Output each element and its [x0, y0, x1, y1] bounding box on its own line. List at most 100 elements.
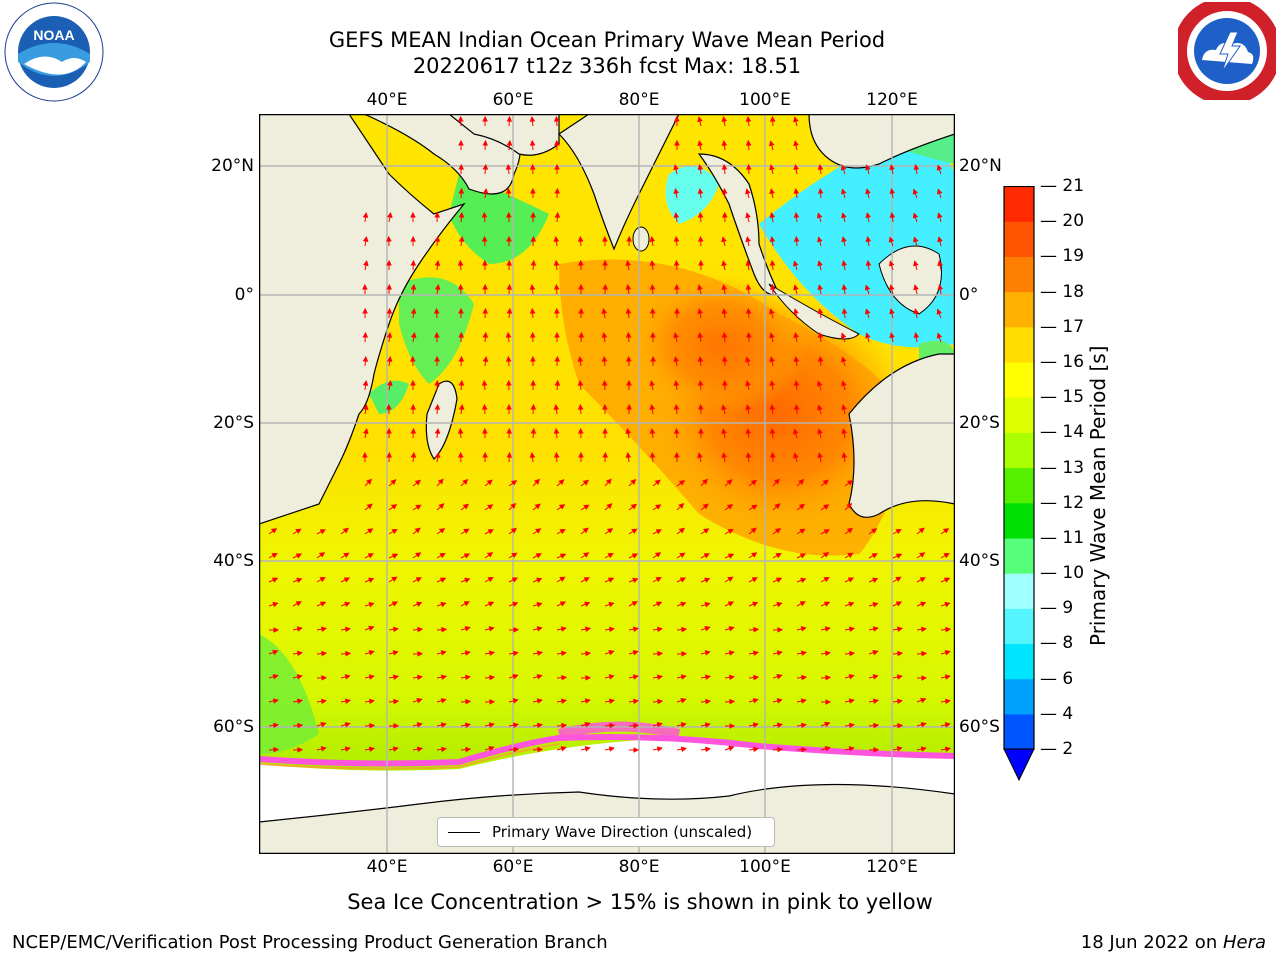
wave-direction-arrowhead	[817, 355, 824, 362]
wave-direction-arrowhead	[482, 259, 488, 266]
wave-direction-arrowhead	[799, 528, 806, 534]
colorbar-tick-label: — 4	[1040, 703, 1074, 724]
wave-direction-arrowhead	[865, 188, 871, 195]
wave-direction-arrowhead	[414, 527, 421, 534]
wave-direction-arrowhead	[320, 721, 327, 728]
wave-direction-arrowhead	[606, 528, 614, 534]
wave-direction-arrowhead	[848, 674, 855, 680]
wave-direction-arrowhead	[678, 527, 685, 534]
wave-direction-arrowhead	[753, 746, 759, 753]
wave-direction-arrowhead	[944, 746, 952, 752]
wave-direction-arrowhead	[673, 380, 680, 386]
wave-direction-arrowhead	[936, 188, 943, 195]
wave-direction-arrowhead	[799, 553, 807, 559]
colorbar-tick-label: — 8	[1040, 633, 1074, 654]
wave-direction-arrowhead	[793, 164, 799, 171]
wave-direction-arrowhead	[530, 259, 537, 266]
map-canvas	[258, 113, 956, 855]
sea-ice-note: Sea Ice Concentration > 15% is shown in …	[347, 890, 933, 914]
wave-direction-arrowhead	[601, 331, 608, 338]
wave-direction-arrowhead	[703, 553, 710, 559]
wave-direction-arrowhead	[625, 452, 632, 458]
colorbar-tick-label: — 9	[1040, 598, 1074, 619]
wave-direction-arrowhead	[513, 746, 520, 753]
wave-direction-arrowhead	[391, 576, 398, 582]
wave-direction-arrowhead	[895, 553, 903, 559]
wave-direction-arrowhead	[841, 212, 847, 219]
wave-direction-arrowhead	[505, 163, 512, 170]
wave-direction-arrowhead	[846, 480, 854, 486]
wave-direction-arrowhead	[463, 601, 470, 607]
wave-direction-arrowhead	[750, 527, 757, 534]
wave-direction-arrowhead	[439, 577, 447, 583]
wave-direction-arrowhead	[320, 746, 327, 752]
legend-line-swatch	[448, 831, 480, 833]
wave-direction-arrowhead	[705, 746, 711, 753]
wave-direction-arrowhead	[487, 529, 494, 535]
wave-direction-arrowhead	[272, 601, 279, 608]
wave-direction-arrowhead	[801, 674, 808, 681]
wave-direction-arrowhead	[937, 236, 943, 243]
wave-direction-arrowhead	[704, 674, 712, 680]
wave-direction-arrowhead	[554, 139, 560, 146]
colorbar-segment	[1004, 678, 1034, 715]
wave-direction-arrowhead	[535, 528, 542, 534]
wave-direction-arrowhead	[937, 283, 943, 291]
wave-direction-arrowhead	[769, 403, 776, 410]
wave-direction-arrowhead	[817, 260, 823, 267]
colorbar-segment	[1004, 221, 1034, 257]
wave-direction-arrowhead	[607, 577, 615, 583]
wave-direction-arrowhead	[769, 427, 776, 434]
wave-direction-arrowhead	[846, 527, 853, 534]
wave-direction-arrowhead	[721, 379, 728, 386]
wave-direction-arrowhead	[368, 674, 375, 680]
wave-direction-arrowhead	[823, 529, 830, 535]
wave-direction-arrowhead	[481, 235, 488, 242]
wave-direction-arrowhead	[626, 235, 632, 242]
wave-direction-arrowhead	[295, 553, 303, 559]
wave-direction-arrowhead	[434, 283, 441, 291]
wave-direction-arrowhead	[704, 625, 711, 632]
wave-direction-arrowhead	[602, 235, 608, 242]
wave-direction-arrowhead	[530, 211, 536, 218]
wave-direction-arrowhead	[512, 722, 520, 728]
wave-direction-arrowhead	[482, 283, 488, 290]
wave-direction-arrowhead	[918, 527, 925, 534]
wave-direction-arrowhead	[769, 283, 776, 290]
wave-direction-arrowhead	[512, 698, 519, 704]
wave-direction-arrowhead	[745, 259, 752, 267]
wave-direction-arrowhead	[793, 403, 800, 410]
wave-direction-arrowhead	[822, 552, 830, 558]
wave-direction-arrowhead	[745, 188, 751, 195]
wave-direction-arrowhead	[721, 451, 727, 459]
wave-direction-arrowhead	[745, 380, 751, 387]
wave-direction-arrowhead	[584, 601, 591, 607]
wave-direction-arrowhead	[936, 308, 942, 315]
wave-direction-arrowhead	[343, 577, 351, 583]
wave-direction-arrowhead	[727, 576, 734, 582]
wave-direction-arrowhead	[774, 503, 781, 510]
colorbar-segment	[1004, 256, 1034, 293]
wave-direction-arrowhead	[601, 308, 608, 315]
wave-direction-arrowhead	[608, 746, 615, 752]
wave-direction-arrowhead	[410, 283, 417, 290]
wave-direction-arrowhead	[584, 721, 591, 728]
wave-direction-arrowhead	[553, 236, 560, 242]
wave-direction-arrowhead	[362, 283, 368, 290]
wave-direction-arrowhead	[912, 188, 919, 195]
wave-direction-arrowhead	[273, 722, 279, 729]
wave-direction-arrowhead	[440, 722, 447, 728]
wave-direction-arrowhead	[704, 722, 711, 728]
wave-direction-arrowhead	[465, 746, 472, 753]
wave-direction-arrowhead	[697, 452, 703, 459]
wave-direction-arrowhead	[296, 674, 303, 680]
wave-direction-arrowhead	[698, 427, 704, 434]
wave-direction-arrowhead	[368, 625, 375, 632]
wave-direction-arrowhead	[769, 451, 776, 458]
wave-direction-arrowhead	[769, 115, 776, 122]
wave-direction-arrowhead	[657, 650, 664, 657]
wave-direction-arrowhead	[506, 403, 512, 410]
wave-direction-arrowhead	[438, 503, 445, 510]
wave-direction-arrowhead	[390, 504, 398, 510]
wave-direction-arrowhead	[438, 528, 446, 534]
